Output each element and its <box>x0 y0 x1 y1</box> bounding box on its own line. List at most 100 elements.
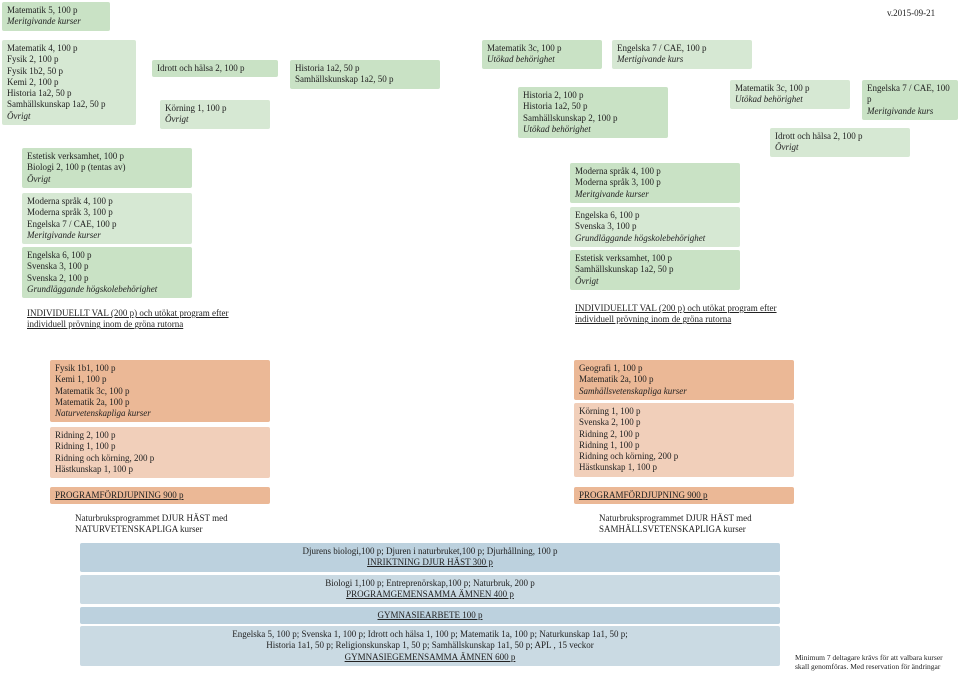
txt: Övrigt <box>775 142 905 153</box>
txt: GYMNASIEGEMENSAMMA ÄMNEN 600 p <box>85 652 775 663</box>
txt: Matematik 2a, 100 p <box>55 397 265 408</box>
txt: Körning 1, 100 p <box>165 103 265 114</box>
txt: Övrigt <box>7 111 131 122</box>
bottom-gymarb: GYMNASIEARBETE 100 p <box>80 607 780 624</box>
txt: Naturvetenskapliga kurser <box>55 408 265 419</box>
txt: Geografi 1, 100 p <box>579 363 789 374</box>
txt: Historia 1a2, 50 p <box>523 101 663 112</box>
left-top-row1: Matematik 5, 100 p Meritgivande kurser <box>2 2 110 31</box>
txt: Estetisk verksamhet, 100 p <box>575 253 735 264</box>
txt: Ridning 1, 100 p <box>579 440 789 451</box>
left-historia-box: Historia 1a2, 50 p Samhällskunskap 1a2, … <box>290 60 440 89</box>
left-ridning: Ridning 2, 100 p Ridning 1, 100 p Ridnin… <box>50 427 270 478</box>
txt: Estetisk verksamhet, 100 p <box>27 151 187 162</box>
txt: Matematik 3c, 100 p <box>735 83 845 94</box>
right-mat3c: Matematik 3c, 100 p Utökad behörighet <box>482 40 602 69</box>
right-historia2: Historia 2, 100 p Historia 1a2, 50 p Sam… <box>518 87 668 138</box>
txt: Engelska 6, 100 p <box>575 210 735 221</box>
txt: Ridning och körning, 200 p <box>55 453 265 464</box>
left-top-row2: Matematik 4, 100 p Fysik 2, 100 p Fysik … <box>2 40 136 125</box>
footnote: Minimum 7 deltagare krävs för att valbar… <box>790 650 960 675</box>
txt: Utökad behörighet <box>735 94 845 105</box>
txt: Kemi 1, 100 p <box>55 374 265 385</box>
txt: Ridning 2, 100 p <box>55 430 265 441</box>
txt: Historia 1a1, 50 p; Religionskunskap 1, … <box>85 640 775 651</box>
txt: Engelska 7 / CAE, 100 p <box>867 83 953 106</box>
txt: Fysik 2, 100 p <box>7 54 131 65</box>
txt: PROGRAMGEMENSAMMA ÄMNEN 400 p <box>85 589 775 600</box>
date-label: v.2015-09-21 <box>882 5 940 21</box>
txt: Idrott och hälsa 2, 100 p <box>775 131 905 142</box>
txt: INRIKTNING DJUR HÄST 300 p <box>85 557 775 568</box>
txt: Moderna språk 3, 100 p <box>27 207 187 218</box>
left-engelska: Engelska 6, 100 p Svenska 3, 100 p Svens… <box>22 247 192 298</box>
left-korning: Körning 1, 100 p Övrigt <box>160 100 270 129</box>
txt: Kemi 2, 100 p <box>7 77 131 88</box>
txt: Körning 1, 100 p <box>579 406 789 417</box>
txt: Samhällskunskap 1a2, 50 p <box>575 264 735 275</box>
txt: Samhällsvetenskapliga kurser <box>579 386 789 397</box>
right-korning2: Körning 1, 100 p Svenska 2, 100 p Ridnin… <box>574 403 794 477</box>
right-indval: INDIVIDUELLT VAL (200 p) och utökat prog… <box>570 300 810 329</box>
left-indval: INDIVIDUELLT VAL (200 p) och utökat prog… <box>22 305 262 334</box>
txt: Matematik 3c, 100 p <box>55 386 265 397</box>
right-geo: Geografi 1, 100 p Matematik 2a, 100 p Sa… <box>574 360 794 400</box>
txt: Grundläggande högskolebehörighet <box>27 284 187 295</box>
txt: Meritgivande kurser <box>7 16 105 27</box>
right-mat3c-b: Matematik 3c, 100 p Utökad behörighet <box>730 80 850 109</box>
txt: Utökad behörighet <box>487 54 597 65</box>
txt: Engelska 7 / CAE, 100 p <box>27 219 187 230</box>
left-estetisk: Estetisk verksamhet, 100 p Biologi 2, 10… <box>22 148 192 188</box>
txt: Matematik 3c, 100 p <box>487 43 597 54</box>
txt: Övrigt <box>575 276 735 287</box>
txt: Ridning 1, 100 p <box>55 441 265 452</box>
txt: Historia 1a2, 50 p <box>295 63 435 74</box>
txt: Matematik 4, 100 p <box>7 43 131 54</box>
txt: Fysik 1b2, 50 p <box>7 66 131 77</box>
txt: Matematik 5, 100 p <box>7 5 105 16</box>
txt: Utökad behörighet <box>523 124 663 135</box>
right-eng7cae: Engelska 7 / CAE, 100 p Mertigivande kur… <box>612 40 752 69</box>
left-progford: PROGRAMFÖRDJUPNING 900 p <box>50 487 270 504</box>
txt: Moderna språk 4, 100 p <box>27 196 187 207</box>
txt: Svenska 2, 100 p <box>579 417 789 428</box>
right-moderna2: Moderna språk 4, 100 p Moderna språk 3, … <box>570 163 740 203</box>
txt: Engelska 6, 100 p <box>27 250 187 261</box>
txt: Djurens biologi,100 p; Djuren i naturbru… <box>85 546 775 557</box>
txt: Övrigt <box>27 174 187 185</box>
txt: Fysik 1b1, 100 p <box>55 363 265 374</box>
left-moderna: Moderna språk 4, 100 p Moderna språk 3, … <box>22 193 192 244</box>
txt: Svenska 2, 100 p <box>27 273 187 284</box>
left-fysik: Fysik 1b1, 100 p Kemi 1, 100 p Matematik… <box>50 360 270 422</box>
txt: Ridning 2, 100 p <box>579 429 789 440</box>
bottom-bio: Biologi 1,100 p; Entreprenörskap,100 p; … <box>80 575 780 604</box>
txt: Mertigivande kurs <box>617 54 747 65</box>
right-eng7cae-b: Engelska 7 / CAE, 100 p Meritgivande kur… <box>862 80 958 120</box>
txt: Idrott och hälsa 2, 100 p <box>157 63 273 74</box>
left-naturbruk: Naturbruksprogrammet DJUR HÄST med NATUR… <box>70 510 300 539</box>
txt: Hästkunskap 1, 100 p <box>55 464 265 475</box>
bottom-eng5: Engelska 5, 100 p; Svenska 1, 100 p; Idr… <box>80 626 780 666</box>
txt: Svenska 3, 100 p <box>575 221 735 232</box>
right-eng6: Engelska 6, 100 p Svenska 3, 100 p Grund… <box>570 207 740 247</box>
txt: Biologi 1,100 p; Entreprenörskap,100 p; … <box>85 578 775 589</box>
right-progford2: PROGRAMFÖRDJUPNING 900 p <box>574 487 794 504</box>
right-idrott2: Idrott och hälsa 2, 100 p Övrigt <box>770 128 910 157</box>
txt: Meritgivande kurs <box>867 106 953 117</box>
txt: Historia 1a2, 50 p <box>7 88 131 99</box>
right-naturbruk: Naturbruksprogrammet DJUR HÄST med SAMHÄ… <box>594 510 824 539</box>
txt: Övrigt <box>165 114 265 125</box>
right-estetisk2: Estetisk verksamhet, 100 p Samhällskunsk… <box>570 250 740 290</box>
txt: Svenska 3, 100 p <box>27 261 187 272</box>
txt: Samhällskunskap 1a2, 50 p <box>295 74 435 85</box>
txt: Matematik 2a, 100 p <box>579 374 789 385</box>
txt: Moderna språk 4, 100 p <box>575 166 735 177</box>
bottom-djur: Djurens biologi,100 p; Djuren i naturbru… <box>80 543 780 572</box>
txt: Biologi 2, 100 p (tentas av) <box>27 162 187 173</box>
txt: Historia 2, 100 p <box>523 90 663 101</box>
left-idrott: Idrott och hälsa 2, 100 p <box>152 60 278 77</box>
txt: Moderna språk 3, 100 p <box>575 177 735 188</box>
txt: Meritgivande kurser <box>27 230 187 241</box>
txt: Ridning och körning, 200 p <box>579 451 789 462</box>
txt: Meritgivande kurser <box>575 189 735 200</box>
